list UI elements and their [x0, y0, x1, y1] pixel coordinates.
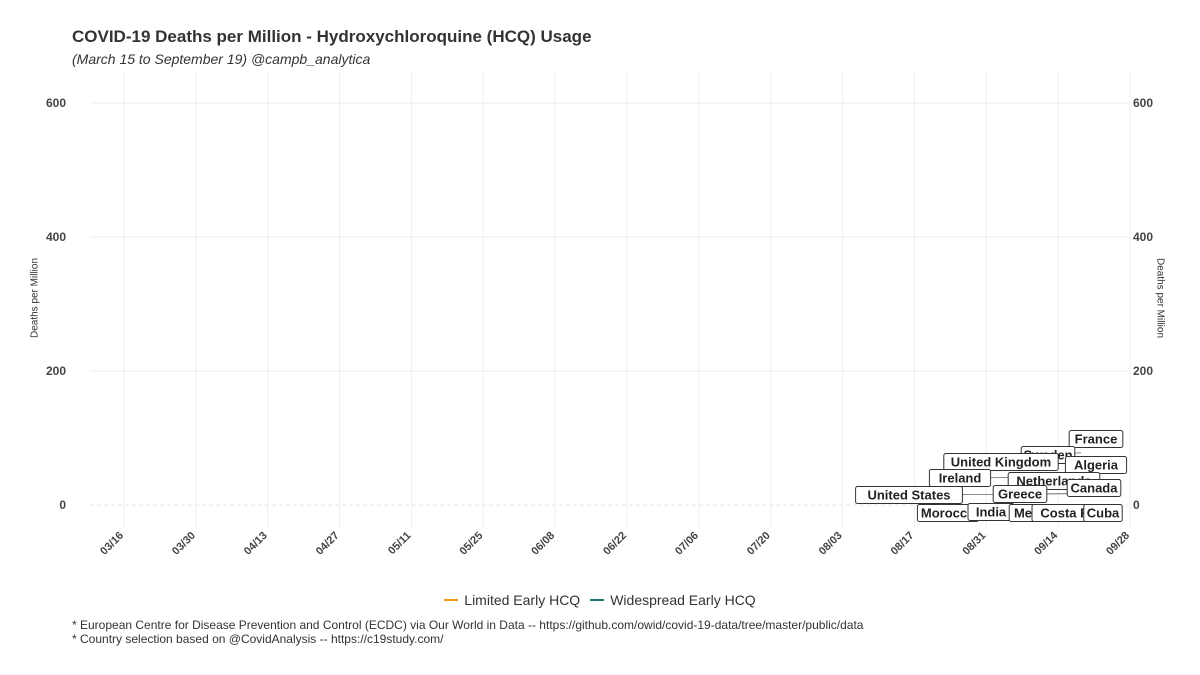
legend-key-widespread: [590, 599, 605, 601]
x-tick-label: 08/17: [889, 530, 917, 558]
legend-item-limited: Limited Early HCQ: [444, 592, 580, 608]
country-label-box: [1083, 504, 1123, 522]
country-label-box: [992, 485, 1048, 503]
country-label-box: [1066, 479, 1122, 497]
country-label: Algeria: [1074, 458, 1119, 473]
y-ticks-right: 0 200 400 600: [1133, 96, 1153, 512]
country-label: France: [1075, 432, 1118, 447]
y-tick-label-left: 600: [46, 96, 66, 110]
country-label: United Kingdom: [951, 455, 1051, 470]
x-tick-label: 07/20: [745, 530, 773, 558]
legend-label-widespread: Widespread Early HCQ: [610, 592, 756, 608]
chart-subtitle: (March 15 to September 19) @campb_analyt…: [72, 51, 371, 67]
country-label: Canada: [1071, 481, 1119, 496]
x-tick-label: 03/16: [98, 530, 126, 558]
x-tick-label: 06/22: [601, 530, 629, 558]
y-ticks-left: 0 200 400 600: [46, 96, 66, 512]
x-tick-label: 04/13: [242, 530, 270, 558]
x-tick-label: 05/25: [457, 530, 485, 558]
x-tick-label: 08/31: [960, 530, 988, 558]
country-label-box: [855, 486, 963, 504]
x-tick-label: 03/30: [170, 530, 198, 558]
legend-label-limited: Limited Early HCQ: [464, 592, 581, 608]
chart-title: COVID-19 Deaths per Million - Hydroxychl…: [72, 27, 592, 46]
caption-source: * European Centre for Disease Prevention…: [72, 618, 864, 632]
x-tick-label: 09/14: [1032, 529, 1061, 558]
grid-lines: [90, 72, 1131, 528]
x-tick-label: 07/06: [673, 530, 701, 558]
legend: Limited Early HCQ Widespread Early HCQ: [0, 592, 1200, 608]
y-tick-label-left: 200: [46, 364, 66, 378]
country-label: United States: [867, 488, 950, 503]
country-labels: FranceSwedenUnited KingdomAlgeriaIreland…: [855, 430, 1128, 522]
legend-item-widespread: Widespread Early HCQ: [590, 592, 756, 608]
legend-key-limited: [444, 599, 459, 601]
x-tick-label: 09/28: [1104, 530, 1132, 558]
country-label: Ireland: [939, 471, 982, 486]
country-label: Cuba: [1087, 506, 1120, 521]
country-label: Greece: [998, 487, 1042, 502]
caption-selection: * Country selection based on @CovidAnaly…: [72, 632, 444, 646]
y-tick-label-right: 600: [1133, 96, 1153, 110]
x-tick-label: 04/27: [314, 530, 342, 558]
x-tick-label: 06/08: [529, 530, 557, 558]
y-tick-label-left: 0: [59, 498, 66, 512]
country-label: Morocco: [921, 506, 975, 521]
y-tick-label-right: 0: [1133, 498, 1140, 512]
x-ticks: 03/16 03/30 04/13 04/27 05/11 05/25 06/08 06/22…: [98, 529, 1132, 558]
country-label-box: [1068, 430, 1124, 448]
y-tick-label-left: 400: [46, 230, 66, 244]
y-tick-label-right: 200: [1133, 364, 1153, 378]
country-label: India: [976, 505, 1007, 520]
country-label-box: [943, 453, 1059, 471]
y-tick-label-right: 400: [1133, 230, 1153, 244]
x-tick-label: 05/11: [386, 530, 414, 558]
x-tick-label: 08/03: [817, 530, 845, 558]
